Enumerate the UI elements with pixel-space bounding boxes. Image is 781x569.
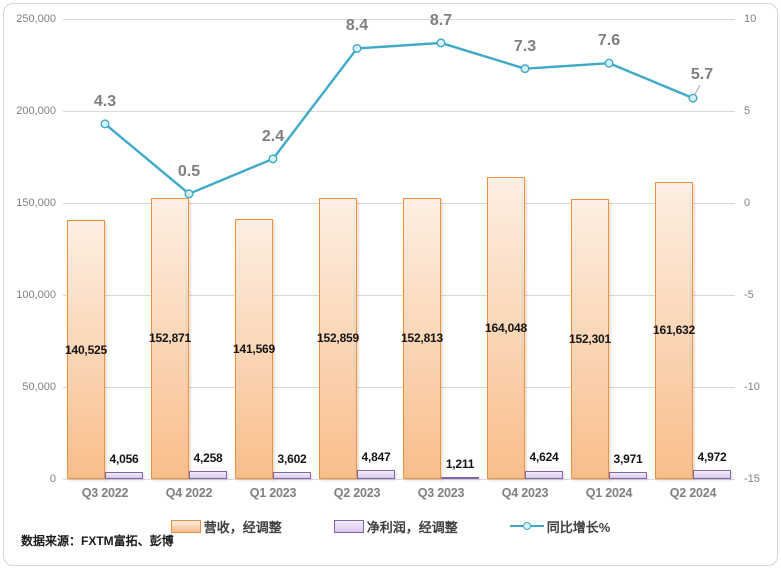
gridline	[63, 387, 735, 388]
x-axis-label: Q3 2023	[417, 486, 465, 500]
bar-revenue	[235, 218, 273, 479]
bar-value-label-revenue: 152,301	[569, 331, 611, 346]
source-note: 数据来源：FXTM富拓、彭博	[21, 534, 174, 548]
x-axis-label: Q1 2023	[249, 486, 297, 500]
legend-item-revenue: 营收，经调整	[170, 517, 282, 536]
bar-value-label-netprofit: 1,211	[445, 456, 475, 471]
bar-value-label-revenue: 152,813	[401, 331, 443, 346]
bar-value-label-netprofit: 3,971	[613, 451, 643, 466]
gridline	[63, 203, 735, 204]
gridline	[63, 111, 735, 112]
bar-value-label-revenue: 152,859	[317, 331, 359, 346]
line-point-label: 8.4	[345, 17, 369, 35]
y-axis-tick-right: -15	[744, 473, 760, 485]
legend: 营收，经调整 净利润，经调整 同比增长%	[0, 516, 781, 536]
bar-value-label-netprofit: 4,624	[529, 450, 559, 465]
bar-netprofit	[357, 470, 395, 479]
y-axis-tick-right: -10	[744, 381, 760, 393]
legend-item-netprofit: 净利润，经调整	[333, 517, 458, 536]
x-axis-label: Q4 2022	[165, 486, 213, 500]
bar-value-label-netprofit: 3,602	[277, 452, 307, 467]
gridline	[63, 295, 735, 296]
bar-value-label-netprofit: 4,056	[109, 451, 139, 466]
line-point-label: 0.5	[177, 162, 201, 180]
y-axis-tick-right: 5	[744, 105, 751, 117]
bar-value-label-revenue: 164,048	[485, 321, 527, 336]
bar-netprofit	[525, 470, 563, 479]
bar-netprofit	[609, 471, 647, 479]
bar-netprofit	[441, 476, 479, 479]
line-point-label: 5.7	[690, 66, 714, 84]
x-axis-label: Q2 2024	[669, 486, 717, 500]
legend-label-netprofit: 净利润，经调整	[366, 519, 458, 535]
legend-label-growth: 同比增长%	[546, 519, 611, 535]
bar-revenue	[319, 197, 357, 479]
x-axis-label: Q1 2024	[585, 486, 633, 500]
bar-netprofit	[693, 469, 731, 479]
y-axis-tick-left: 0	[49, 473, 56, 485]
y-axis-tick-left: 200,000	[16, 105, 56, 117]
bar-revenue	[655, 181, 693, 479]
y-axis-tick-left: 100,000	[16, 289, 56, 301]
y-axis-tick-left: 150,000	[16, 197, 56, 209]
bar-value-label-revenue: 141,569	[233, 341, 275, 356]
y-axis-tick-right: 10	[744, 13, 757, 25]
growth-line-swatch-icon	[509, 519, 544, 533]
y-axis-tick-left: 250,000	[16, 13, 56, 25]
bar-value-label-revenue: 152,871	[149, 331, 191, 346]
gridline	[63, 19, 735, 20]
bar-value-label-netprofit: 4,258	[193, 451, 223, 466]
netprofit-swatch-icon	[333, 519, 364, 533]
bar-revenue	[487, 177, 525, 479]
x-axis-label: Q2 2023	[333, 486, 381, 500]
x-axis-label: Q4 2023	[501, 486, 549, 500]
revenue-swatch-icon	[170, 519, 201, 533]
x-axis-label: Q3 2022	[81, 486, 129, 500]
plot-area: 140,525 152,871 141,569 152,859 152,813 164,0…	[63, 19, 735, 480]
line-point-label: 2.4	[261, 127, 285, 145]
y-axis-tick-right: 0	[744, 197, 751, 209]
line-point-label: 4.3	[93, 92, 117, 110]
bar-revenue	[403, 197, 441, 479]
gridline	[63, 479, 735, 480]
bar-value-label-revenue: 161,632	[653, 323, 695, 338]
bar-revenue	[151, 197, 189, 479]
legend-item-growth: 同比增长%	[509, 517, 611, 536]
y-axis-tick-left: 50,000	[22, 381, 56, 393]
bar-value-label-netprofit: 4,847	[361, 450, 391, 465]
y-axis-tick-right: -5	[744, 289, 754, 301]
bar-value-label-revenue: 140,525	[65, 342, 107, 357]
line-point-label: 7.6	[597, 32, 621, 50]
line-point-label: 7.3	[513, 37, 537, 55]
bar-netprofit	[105, 471, 143, 479]
bar-value-label-netprofit: 4,972	[697, 449, 727, 464]
legend-label-revenue: 营收，经调整	[203, 519, 282, 535]
bar-revenue	[571, 198, 609, 479]
bar-netprofit	[273, 472, 311, 479]
line-point-label: 8.7	[429, 11, 453, 29]
bar-revenue	[67, 220, 105, 479]
bar-netprofit	[189, 471, 227, 479]
